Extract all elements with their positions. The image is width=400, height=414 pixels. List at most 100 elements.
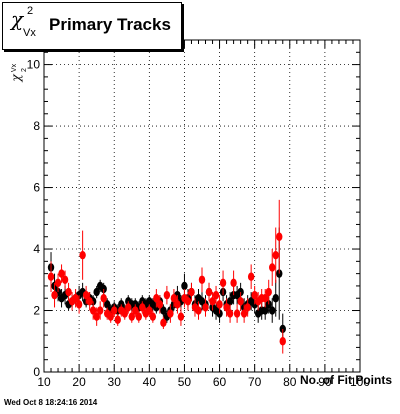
data-point <box>128 312 135 321</box>
data-point <box>219 278 227 288</box>
x-tick-label: 100 <box>350 375 370 389</box>
y-tick-label: 4 <box>33 242 40 256</box>
x-axis-label: No. of Fit Points <box>300 373 392 387</box>
data-point <box>265 287 272 297</box>
data-point <box>107 312 114 321</box>
data-point <box>181 281 188 291</box>
title-subscript: Vx <box>23 27 36 39</box>
svg-text:Vx: Vx <box>11 63 18 72</box>
data-point <box>86 297 93 306</box>
data-point <box>272 250 279 260</box>
data-point <box>104 300 111 309</box>
chart-series <box>47 199 286 354</box>
chi-symbol: χ 2 Vx <box>11 5 36 39</box>
data-point <box>279 337 286 346</box>
chart-grid <box>44 40 360 372</box>
data-point <box>96 306 104 315</box>
data-point <box>121 309 128 318</box>
data-point <box>188 287 195 297</box>
data-point <box>47 272 55 281</box>
data-point <box>276 232 283 241</box>
data-point <box>75 300 83 309</box>
axis-tick-labels: 10 20 30 40 50 60 70 80 90 100 0 2 4 6 8 10 <box>27 58 371 389</box>
data-point <box>54 278 62 288</box>
y-tick-label: 8 <box>33 119 40 133</box>
data-point <box>125 303 132 312</box>
data-point <box>93 287 100 297</box>
data-point <box>198 275 206 284</box>
data-point <box>146 306 153 315</box>
data-point <box>114 315 121 324</box>
data-point <box>226 309 234 318</box>
data-point <box>111 306 118 315</box>
data-point <box>174 300 181 309</box>
data-point <box>160 306 167 315</box>
chart-title-box: χ 2 Vx Primary Tracks <box>2 2 182 50</box>
data-point <box>233 309 241 318</box>
y-axis-label: χ 2 Vx <box>9 63 28 82</box>
data-point <box>100 294 107 303</box>
data-point <box>72 294 79 303</box>
x-tick-label: 50 <box>178 375 192 389</box>
x-tick-label: 70 <box>248 375 262 389</box>
data-point <box>153 294 160 303</box>
x-tick-label: 90 <box>318 375 332 389</box>
data-point <box>212 290 220 300</box>
y-tick-label: 2 <box>33 304 40 318</box>
axis-ticks <box>43 39 361 373</box>
data-point <box>237 287 244 297</box>
data-point <box>139 303 146 312</box>
data-point <box>170 294 178 303</box>
data-point <box>195 306 202 315</box>
chart-title: Primary Tracks <box>49 15 171 34</box>
data-point <box>89 306 97 315</box>
series-1 <box>47 199 286 354</box>
data-point <box>177 312 185 321</box>
data-point <box>156 300 164 309</box>
y-tick-label: 0 <box>33 365 40 379</box>
data-point <box>149 312 157 321</box>
data-point <box>223 303 230 312</box>
svg-text:χ: χ <box>9 74 23 83</box>
data-point <box>167 309 174 318</box>
data-point <box>262 294 269 303</box>
data-point <box>216 300 223 309</box>
data-point <box>269 263 276 272</box>
data-point <box>230 278 237 288</box>
data-point <box>65 287 72 297</box>
data-point <box>202 303 209 312</box>
data-point <box>262 306 269 315</box>
data-point <box>184 297 192 306</box>
data-point <box>135 312 142 321</box>
x-tick-label: 30 <box>108 375 122 389</box>
data-point <box>251 290 258 300</box>
data-point <box>93 312 100 321</box>
data-point <box>82 290 90 300</box>
title-superscript: 2 <box>27 5 34 17</box>
data-point <box>160 318 167 328</box>
data-point <box>132 306 139 315</box>
data-point <box>269 306 276 315</box>
data-point <box>163 290 171 300</box>
data-point <box>209 297 216 306</box>
data-point <box>61 275 69 284</box>
x-tick-label: 10 <box>37 375 51 389</box>
y-tick-label: 10 <box>27 58 41 72</box>
data-point <box>244 303 251 312</box>
plot-frame <box>43 39 361 373</box>
data-point <box>237 297 244 306</box>
timestamp: Wed Oct 8 18:24:16 2014 <box>4 398 98 407</box>
data-point <box>79 250 86 260</box>
data-point <box>272 294 279 303</box>
y-tick-label: 6 <box>33 181 40 195</box>
svg-text:2: 2 <box>21 68 28 72</box>
data-point <box>205 287 213 297</box>
x-tick-label: 60 <box>213 375 227 389</box>
x-tick-label: 20 <box>72 375 86 389</box>
x-tick-label: 40 <box>143 375 157 389</box>
data-point <box>51 290 58 300</box>
data-point <box>58 269 65 278</box>
x-tick-label: 80 <box>283 375 297 389</box>
data-point <box>240 309 248 318</box>
